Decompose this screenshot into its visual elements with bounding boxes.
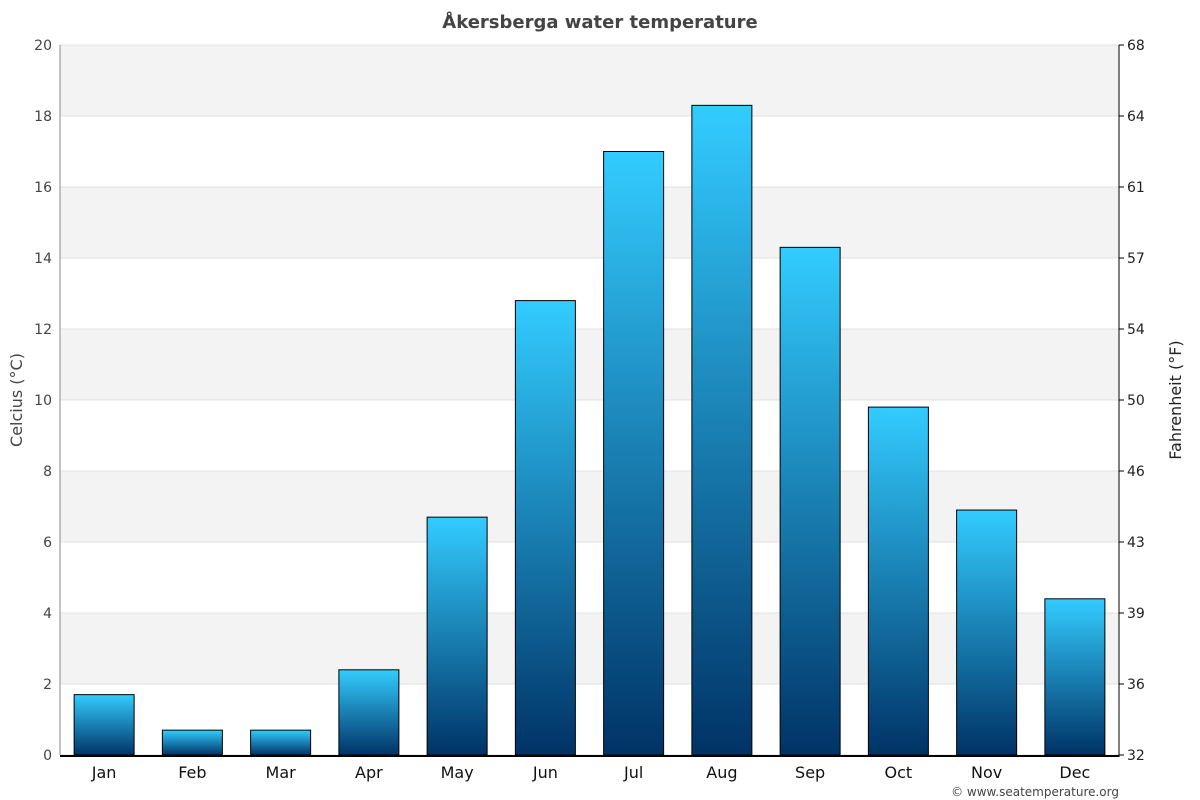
y-tick-label-right: 36 bbox=[1127, 677, 1145, 693]
x-tick-label: Dec bbox=[1059, 763, 1090, 782]
y-tick-label-left: 2 bbox=[43, 677, 52, 693]
x-tick-label: Jan bbox=[91, 763, 117, 782]
x-tick-label: Oct bbox=[885, 763, 913, 782]
x-tick-label: Jun bbox=[532, 763, 558, 782]
grid-band bbox=[60, 187, 1119, 258]
footer-credit[interactable]: © www.seatemperature.org bbox=[951, 785, 1119, 799]
y-tick-label-left: 12 bbox=[34, 322, 52, 338]
grid-band bbox=[60, 400, 1119, 471]
bar-oct bbox=[867, 406, 929, 756]
bar-dec bbox=[1044, 598, 1106, 756]
y-tick-label-left: 14 bbox=[34, 251, 52, 267]
grid-band bbox=[60, 116, 1119, 187]
grid-band bbox=[60, 329, 1119, 400]
grid-band bbox=[60, 684, 1119, 755]
y-tick-label-left: 0 bbox=[43, 748, 52, 764]
x-tick-label: Sep bbox=[795, 763, 825, 782]
y-tick-label-right: 64 bbox=[1127, 109, 1145, 125]
y-tick-label-left: 10 bbox=[34, 393, 52, 409]
x-tick-label: Apr bbox=[355, 763, 383, 782]
y-tick-label-right: 43 bbox=[1127, 535, 1145, 551]
y-tick-label-right: 61 bbox=[1127, 180, 1145, 196]
x-tick-label: Feb bbox=[178, 763, 206, 782]
y-tick-label-right: 54 bbox=[1127, 322, 1145, 338]
bar-aug bbox=[691, 104, 753, 756]
y-tick-label-left: 4 bbox=[43, 606, 52, 622]
grid-band bbox=[60, 258, 1119, 329]
y-tick-label-right: 32 bbox=[1127, 748, 1145, 764]
grid-band bbox=[60, 471, 1119, 542]
chart-title: Åkersberga water temperature bbox=[442, 10, 757, 33]
x-tick-label: Aug bbox=[706, 763, 737, 782]
bar-jan bbox=[73, 694, 135, 756]
y-tick-label-right: 50 bbox=[1127, 393, 1145, 409]
x-tick-label: May bbox=[441, 763, 474, 782]
y-tick-label-left: 20 bbox=[34, 38, 52, 54]
bar-may bbox=[426, 516, 488, 756]
grid-band bbox=[60, 45, 1119, 116]
y-tick-label-right: 39 bbox=[1127, 606, 1145, 622]
y-tick-label-right: 57 bbox=[1127, 251, 1145, 267]
y-tick-label-left: 18 bbox=[34, 109, 52, 125]
bar-feb bbox=[161, 729, 223, 756]
x-tick-label: Nov bbox=[971, 763, 1002, 782]
grid-band bbox=[60, 542, 1119, 613]
x-tick-label: Jul bbox=[623, 763, 643, 782]
bar-apr bbox=[338, 669, 400, 756]
grid-band bbox=[60, 613, 1119, 684]
y-axis-label-right: Fahrenheit (°F) bbox=[1166, 340, 1185, 459]
bar-jul bbox=[603, 151, 665, 756]
y-tick-label-right: 46 bbox=[1127, 464, 1145, 480]
y-tick-label-right: 68 bbox=[1127, 38, 1145, 54]
bar-jun bbox=[514, 300, 576, 756]
bar-sep bbox=[779, 246, 841, 756]
y-tick-label-left: 8 bbox=[43, 464, 52, 480]
y-axis-label-left: Celcius (°C) bbox=[7, 353, 26, 447]
x-tick-label: Mar bbox=[266, 763, 297, 782]
y-tick-label-left: 16 bbox=[34, 180, 52, 196]
bar-nov bbox=[956, 509, 1018, 756]
y-tick-label-left: 6 bbox=[43, 535, 52, 551]
bar-mar bbox=[250, 729, 312, 756]
